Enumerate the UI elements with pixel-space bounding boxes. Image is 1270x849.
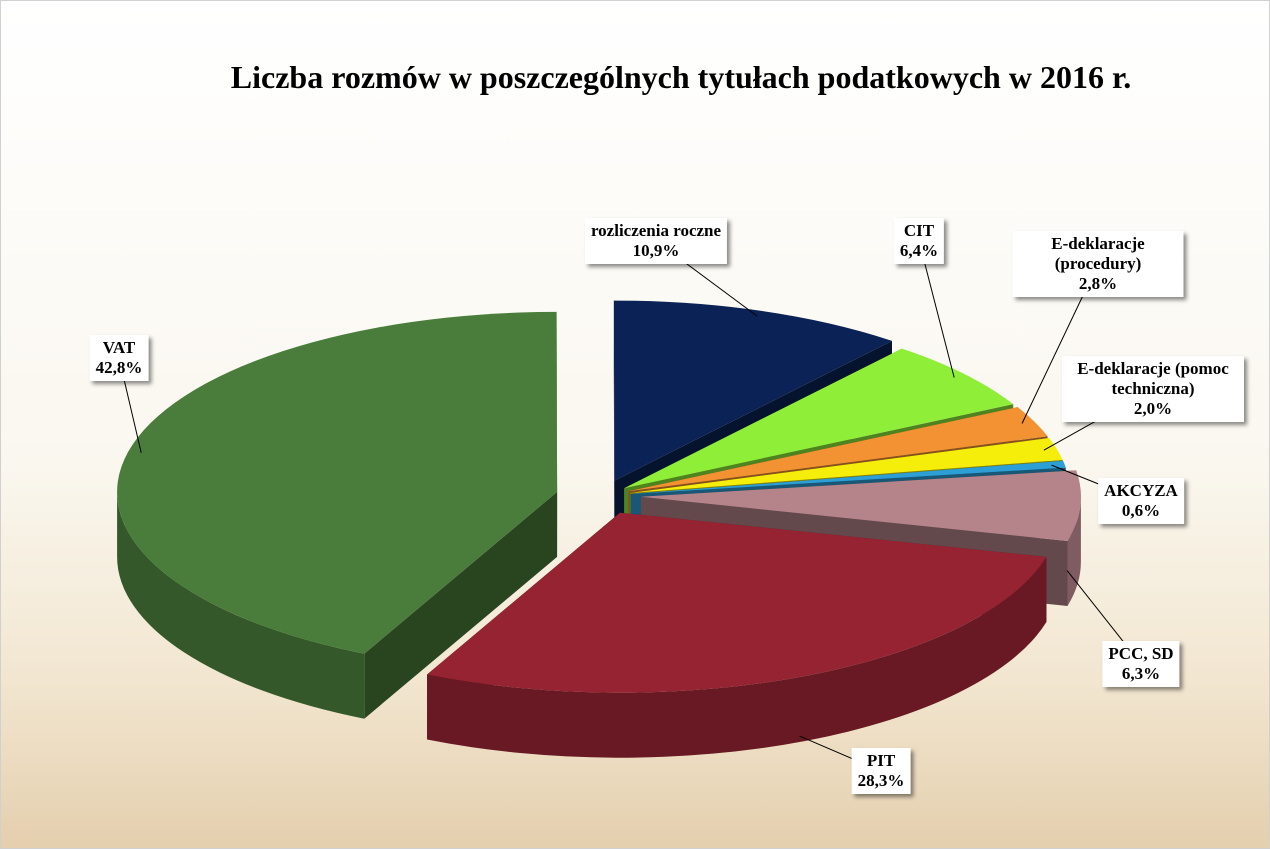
label-value: 42,8% [95, 358, 143, 377]
slice [630, 460, 1066, 494]
data-label: AKCYZA 0,6% [1098, 478, 1184, 524]
slice [624, 348, 1014, 489]
data-label: E-deklaracje (pomoc techniczna) 2,0% [1062, 356, 1244, 422]
label-name: VAT [102, 338, 136, 357]
label-name: CIT [903, 221, 935, 240]
label-value: 28,3% [857, 771, 905, 790]
slice-wall [117, 491, 365, 719]
label-name: PCC, SD [1108, 644, 1174, 663]
slice [427, 512, 1047, 693]
slice [630, 438, 1063, 493]
slice [628, 407, 1048, 492]
slice-wall [427, 556, 1047, 758]
chart-title: Liczba rozmów w poszczególnych tytułach … [230, 59, 1132, 95]
slice [117, 311, 558, 654]
slice-side [613, 300, 615, 546]
label-value: 2,0% [1133, 399, 1173, 418]
slice [613, 300, 892, 481]
label-value: 2,8% [1078, 274, 1118, 293]
label-name: rozliczenia roczne [590, 221, 722, 240]
slice-side [364, 491, 558, 719]
label-value: 6,4% [899, 241, 939, 260]
data-label: rozliczenia roczne 10,9% [584, 218, 728, 264]
label-name: AKCYZA [1104, 481, 1178, 500]
label-value: 0,6% [1121, 501, 1161, 520]
data-label: CIT 6,4% [893, 218, 945, 264]
label-name: E-deklaracje (pomoc techniczna) [1077, 359, 1229, 398]
data-label: PIT 28,3% [851, 748, 911, 794]
slice-wall [1067, 496, 1081, 606]
data-label: E-deklaracje (procedury) 2,8% [1012, 231, 1184, 297]
label-name: PIT [866, 751, 896, 770]
label-value: 6,3% [1121, 664, 1161, 683]
label-value: 10,9% [632, 241, 680, 260]
label-name: E-deklaracje (procedury) [1051, 234, 1145, 273]
data-label: VAT 42,8% [89, 335, 149, 381]
data-label: PCC, SD 6,3% [1102, 641, 1180, 687]
slice [640, 470, 1081, 541]
